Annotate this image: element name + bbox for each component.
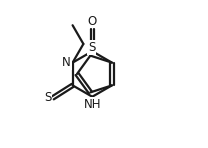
- Text: N: N: [62, 56, 71, 69]
- Text: O: O: [88, 15, 97, 28]
- Text: S: S: [44, 91, 51, 104]
- Text: S: S: [88, 41, 95, 54]
- Text: NH: NH: [84, 98, 101, 111]
